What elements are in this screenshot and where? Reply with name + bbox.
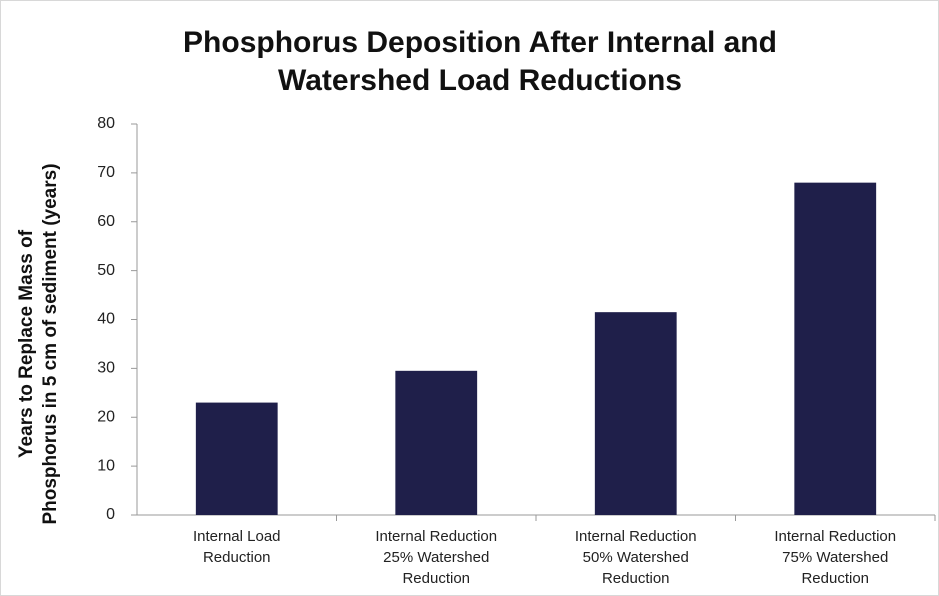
bar	[594, 312, 677, 515]
x-tick-label: Internal Reduction 75% Watershed Reducti…	[774, 528, 897, 587]
y-tick-label: 0	[106, 506, 115, 523]
y-tick-label: 70	[97, 164, 115, 181]
bar	[395, 370, 478, 515]
x-tick-label: Internal Reduction 50% Watershed Reducti…	[574, 528, 697, 587]
x-tick-label: Internal Reduction 25% Watershed Reducti…	[375, 528, 498, 587]
bar	[195, 402, 278, 515]
y-tick-label: 80	[97, 115, 115, 132]
x-tick-label: Internal Load Reduction	[192, 528, 281, 566]
y-tick-label: 60	[97, 213, 115, 230]
y-tick-label: 20	[97, 408, 115, 425]
y-tick-label: 10	[97, 457, 115, 474]
y-tick-label: 30	[97, 360, 115, 377]
y-tick-label: 40	[97, 311, 115, 328]
chart-title: Phosphorus Deposition After Internal and…	[183, 26, 777, 97]
bar	[794, 182, 877, 515]
y-tick-label: 50	[97, 262, 115, 279]
